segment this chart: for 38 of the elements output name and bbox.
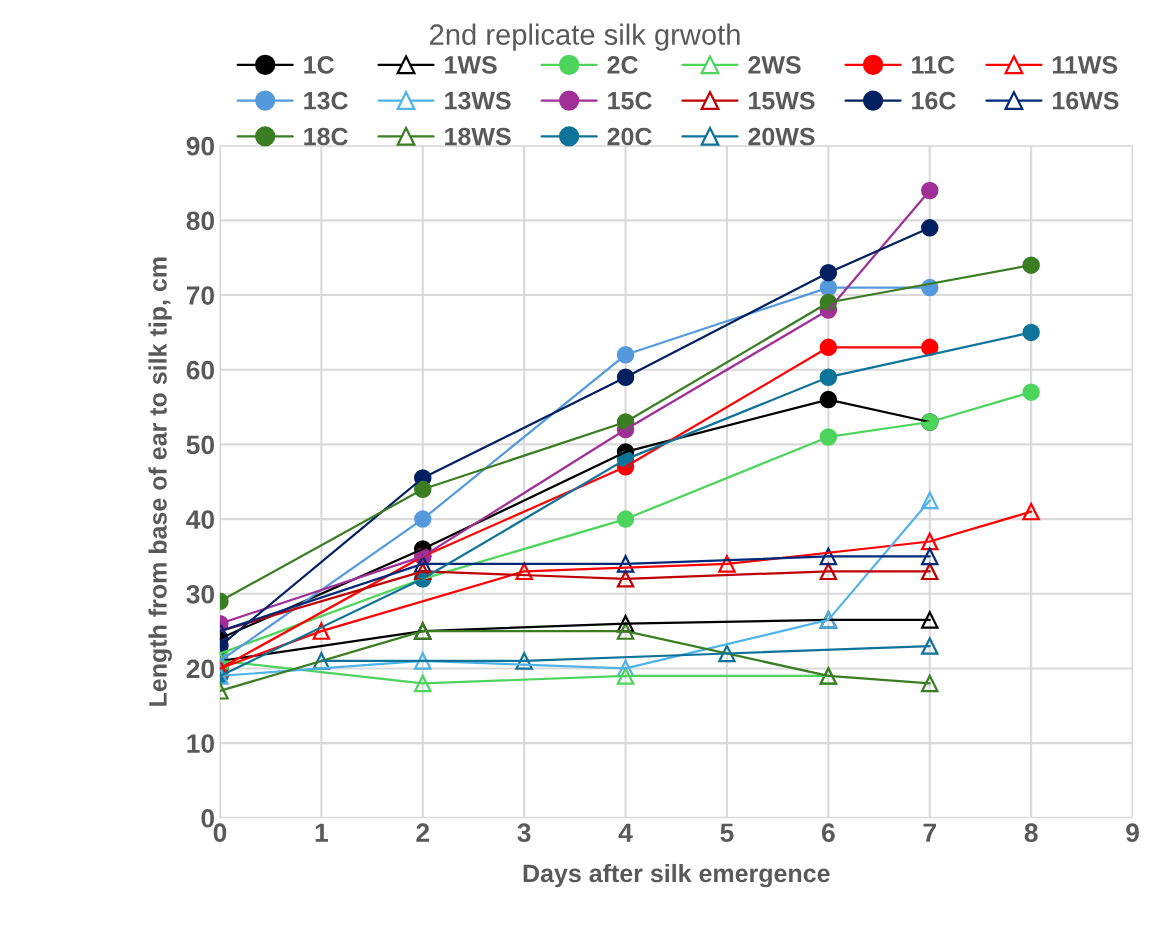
x-tick-label: 8: [1024, 823, 1038, 843]
y-axis-title: Length from base of ear to silk tip, cm: [148, 257, 172, 706]
legend-label: 18C: [304, 127, 348, 146]
y-tick-label: 20: [186, 659, 215, 679]
x-tick-label: 4: [618, 823, 633, 842]
x-tick-label: 5: [720, 823, 734, 843]
x-tick-label: 3: [517, 823, 531, 843]
legend-label: 18WS: [445, 127, 511, 146]
x-tick-label: 9: [1126, 823, 1139, 843]
y-tick-label: 40: [186, 510, 215, 529]
legend-label: 11C: [912, 56, 955, 74]
legend-label: 15C: [608, 91, 652, 110]
legend-label: 20WS: [748, 127, 815, 146]
legend-label: 1C: [304, 56, 334, 74]
legend-label: 15WS: [749, 91, 815, 110]
y-tick-label: 10: [187, 734, 215, 753]
x-tick-label: 6: [821, 823, 835, 843]
legend-label: 1WS: [445, 56, 497, 74]
x-tick-label: 7: [923, 823, 936, 842]
chart-title: 2nd replicate silk grwoth: [430, 23, 740, 51]
legend-label: 2C: [607, 56, 638, 74]
legend-label: 13WS: [445, 91, 511, 110]
legend-label: 11WS: [1053, 56, 1118, 74]
legend-label: 20C: [607, 127, 652, 146]
y-tick-label: 60: [186, 360, 215, 380]
legend-label: 16WS: [1053, 91, 1119, 110]
y-tick-label: 70: [186, 286, 215, 305]
x-tick-label: 1: [315, 823, 328, 842]
y-tick-label: 0: [201, 808, 215, 828]
x-axis-title: Days after silk emergence: [523, 863, 830, 888]
legend-label: 13C: [304, 91, 348, 110]
y-tick-label: 50: [186, 435, 215, 455]
x-tick-label: 2: [416, 823, 430, 842]
legend-label: 2WS: [748, 56, 801, 74]
legend-label: 16C: [912, 91, 956, 110]
y-tick-label: 30: [186, 584, 215, 604]
y-tick-label: 80: [186, 211, 215, 231]
y-tick-label: 90: [186, 136, 215, 156]
